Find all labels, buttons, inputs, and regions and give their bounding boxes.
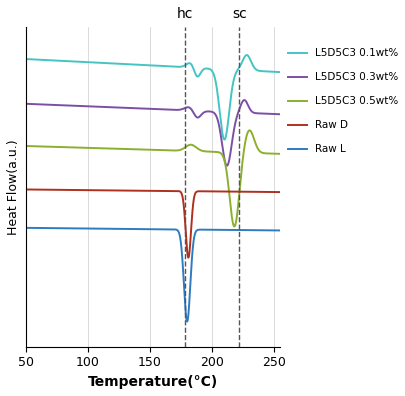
Text: sc: sc xyxy=(231,7,246,21)
L5D5C3 0.1wt% xyxy=(121,62,126,67)
L5D5C3 0.1wt% xyxy=(132,62,136,67)
L5D5C3 0.3wt% xyxy=(23,101,28,106)
L5D5C3 0.3wt% xyxy=(121,105,126,110)
L5D5C3 0.3wt% xyxy=(224,164,229,168)
Raw L xyxy=(272,228,277,233)
Legend: L5D5C3 0.1wt%, L5D5C3 0.3wt%, L5D5C3 0.5wt%, Raw D, Raw L: L5D5C3 0.1wt%, L5D5C3 0.3wt%, L5D5C3 0.5… xyxy=(288,48,397,154)
L5D5C3 0.1wt% xyxy=(245,53,250,58)
L5D5C3 0.5wt% xyxy=(231,224,236,229)
Raw D xyxy=(23,187,28,192)
L5D5C3 0.3wt% xyxy=(52,103,57,107)
Raw L xyxy=(277,228,282,233)
L5D5C3 0.1wt% xyxy=(23,57,28,61)
L5D5C3 0.3wt% xyxy=(132,106,136,110)
L5D5C3 0.5wt% xyxy=(277,152,282,156)
Raw D xyxy=(52,187,57,192)
Line: Raw D: Raw D xyxy=(26,189,280,258)
L5D5C3 0.3wt% xyxy=(67,103,72,108)
Raw D xyxy=(121,188,126,193)
Raw L xyxy=(245,228,250,232)
X-axis label: Temperature(°C): Temperature(°C) xyxy=(87,375,217,389)
Raw D xyxy=(67,188,72,192)
L5D5C3 0.5wt% xyxy=(52,145,57,149)
Raw D xyxy=(272,190,277,194)
Raw D xyxy=(132,188,136,193)
L5D5C3 0.5wt% xyxy=(67,145,72,150)
Raw L xyxy=(184,319,189,324)
Line: L5D5C3 0.1wt%: L5D5C3 0.1wt% xyxy=(26,55,280,139)
Raw L xyxy=(67,226,72,230)
Raw D xyxy=(245,189,250,194)
L5D5C3 0.1wt% xyxy=(277,70,282,74)
L5D5C3 0.3wt% xyxy=(277,112,282,117)
Y-axis label: Heat Flow(a.u.): Heat Flow(a.u.) xyxy=(7,139,20,235)
Raw D xyxy=(185,255,190,260)
L5D5C3 0.1wt% xyxy=(273,70,277,74)
L5D5C3 0.1wt% xyxy=(67,59,72,64)
Text: hc: hc xyxy=(176,7,192,21)
L5D5C3 0.1wt% xyxy=(52,58,57,63)
L5D5C3 0.5wt% xyxy=(245,129,250,134)
Raw L xyxy=(52,226,57,230)
L5D5C3 0.5wt% xyxy=(273,151,277,156)
Raw L xyxy=(121,227,126,231)
Line: L5D5C3 0.5wt%: L5D5C3 0.5wt% xyxy=(26,130,280,227)
L5D5C3 0.5wt% xyxy=(132,147,136,152)
L5D5C3 0.3wt% xyxy=(245,103,250,108)
Raw L xyxy=(23,225,28,230)
L5D5C3 0.3wt% xyxy=(241,98,246,103)
L5D5C3 0.1wt% xyxy=(244,53,249,57)
Raw L xyxy=(132,227,136,231)
L5D5C3 0.5wt% xyxy=(247,128,252,133)
L5D5C3 0.5wt% xyxy=(121,147,126,151)
L5D5C3 0.1wt% xyxy=(222,137,226,142)
Line: Raw L: Raw L xyxy=(26,228,280,322)
L5D5C3 0.5wt% xyxy=(23,144,28,148)
L5D5C3 0.3wt% xyxy=(273,112,277,116)
Line: L5D5C3 0.3wt%: L5D5C3 0.3wt% xyxy=(26,100,280,166)
Raw D xyxy=(277,190,282,194)
